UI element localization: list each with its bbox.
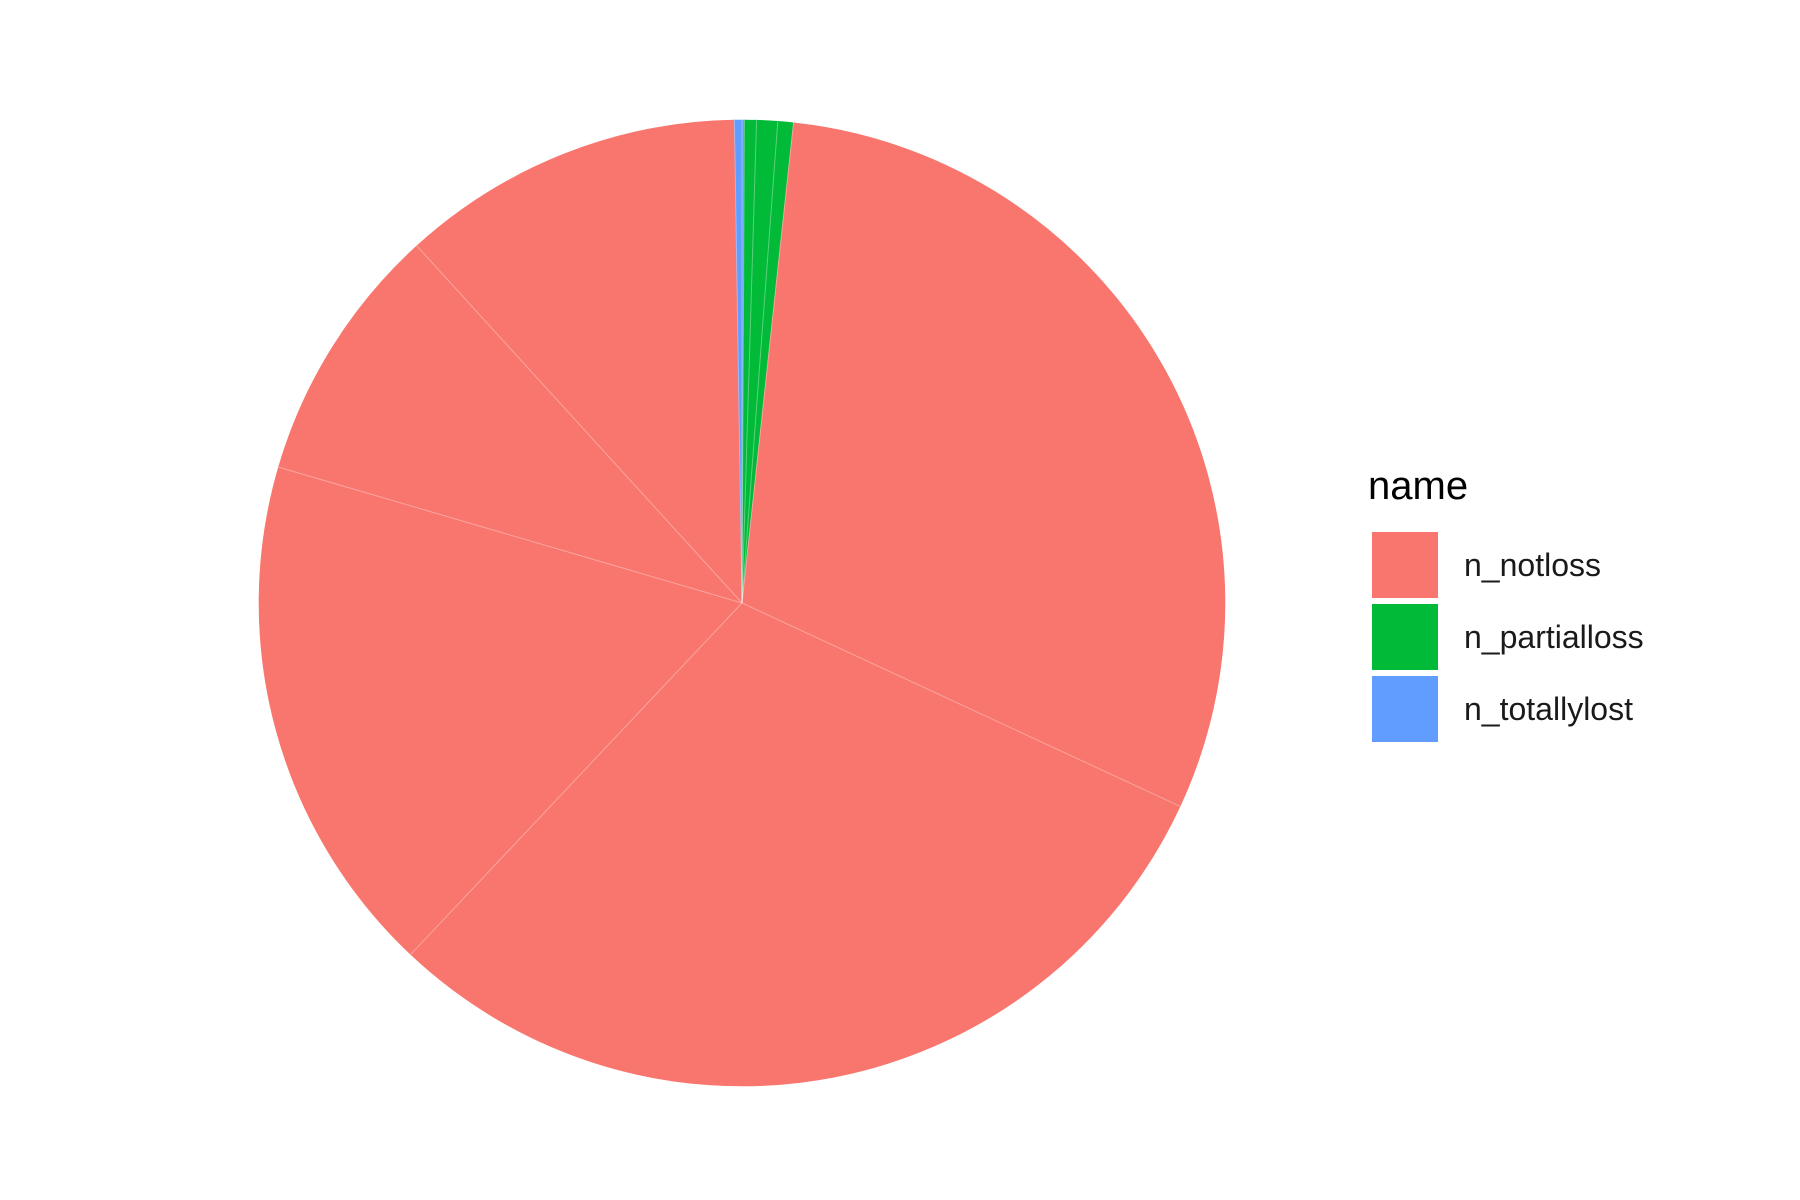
pie-slice-n-notloss-9: [416, 119, 743, 604]
slice-separator: [741, 120, 758, 604]
slice-separator: [741, 122, 795, 604]
slice-separator: [416, 245, 743, 604]
slice-separator: [278, 466, 743, 604]
pie-slice-n-totallylost-10: [734, 119, 743, 604]
pie-slice-n-notloss-6: [410, 602, 1181, 1087]
slice-separator: [741, 120, 745, 604]
pie-slice-n-notloss-7: [258, 466, 743, 955]
slice-separator: [741, 602, 1181, 807]
legend-key-n-totallylost: [1372, 676, 1438, 742]
legend-label-n-totallylost: n_totallylost: [1464, 691, 1633, 727]
legend: name n_notloss n_partialloss n_totallylost: [1368, 464, 1644, 742]
legend-key-n-partialloss: [1372, 604, 1438, 670]
slice-separator: [410, 602, 743, 955]
legend-label-n-notloss: n_notloss: [1464, 547, 1601, 583]
slice-separator: [733, 120, 743, 604]
legend-entries: n_notloss n_partialloss n_totallylost: [1372, 532, 1644, 742]
pie-slices: [258, 119, 1226, 1087]
legend-label-n-partialloss: n_partialloss: [1464, 619, 1644, 655]
pie-slice-n-notloss-8: [278, 245, 743, 604]
slice-separator: [741, 121, 779, 604]
legend-title: name: [1368, 464, 1468, 508]
legend-key-n-notloss: [1372, 532, 1438, 598]
pie-slice-n-notloss-5: [741, 122, 1226, 807]
